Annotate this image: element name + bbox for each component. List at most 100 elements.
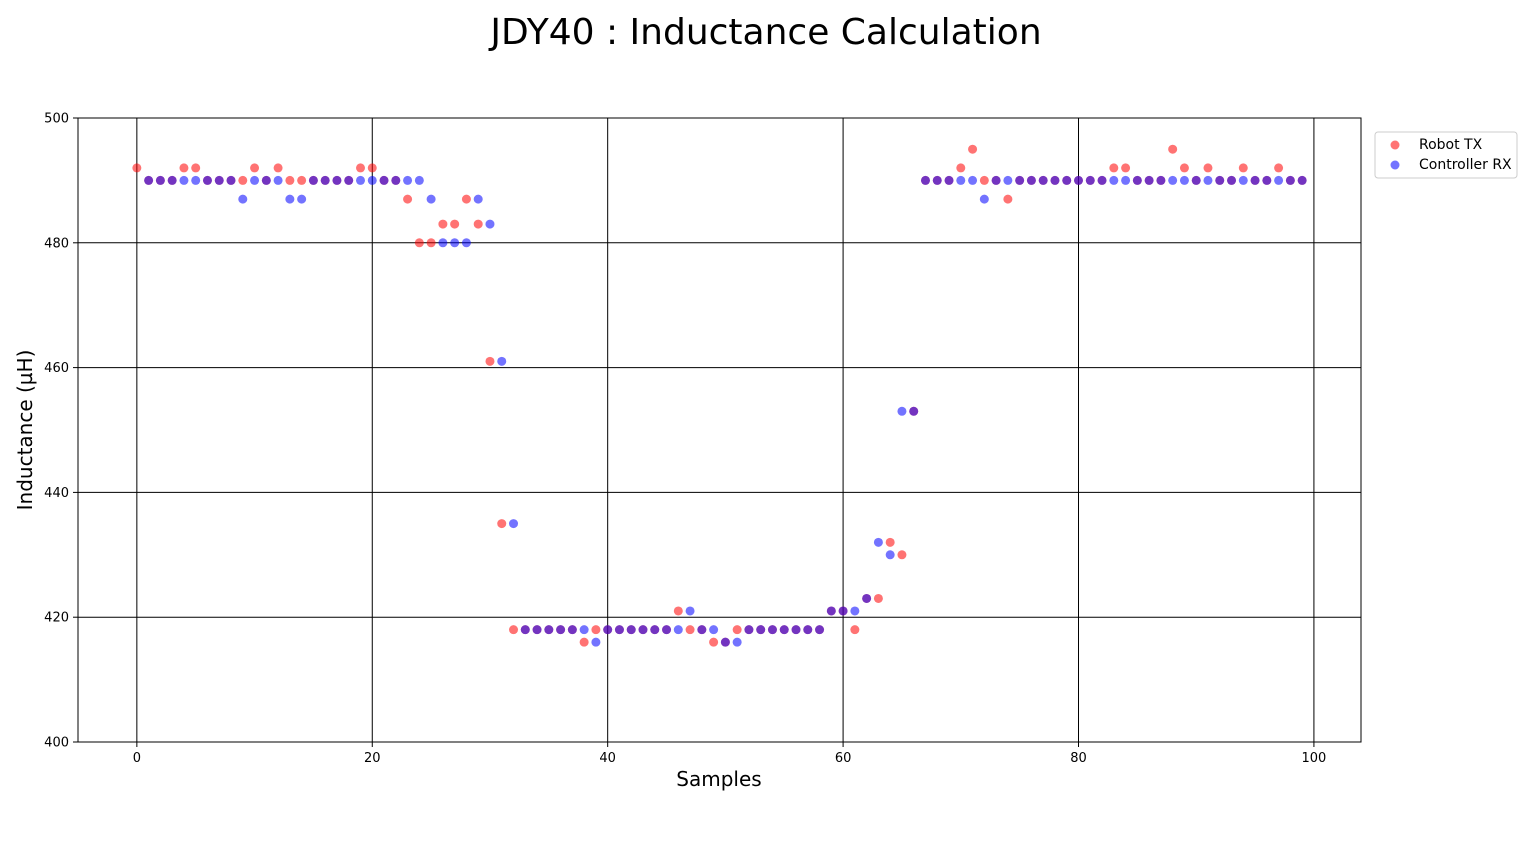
point-controller-rx (650, 625, 660, 635)
point-controller-rx (1085, 175, 1095, 185)
point-robot-tx (685, 625, 695, 635)
point-controller-rx (744, 625, 754, 635)
point-controller-rx (626, 625, 636, 635)
point-controller-rx (238, 194, 248, 204)
plot-frame (77, 117, 1362, 743)
point-controller-rx (1215, 175, 1225, 185)
point-controller-rx (509, 519, 519, 529)
point-controller-rx (1050, 175, 1060, 185)
point-robot-tx (132, 163, 142, 173)
x-tick-label: 40 (599, 751, 616, 766)
point-controller-rx (167, 175, 177, 185)
point-controller-rx (1285, 175, 1295, 185)
x-tick-label: 0 (133, 751, 141, 766)
y-tick-label: 420 (44, 611, 69, 626)
point-controller-rx (1132, 175, 1142, 185)
point-robot-tx (191, 163, 201, 173)
point-controller-rx (815, 625, 825, 635)
point-robot-tx (673, 606, 683, 616)
point-robot-tx (1003, 194, 1013, 204)
point-robot-tx (461, 194, 471, 204)
point-robot-tx (497, 519, 507, 529)
y-tick-label: 500 (44, 112, 69, 127)
point-controller-rx (403, 175, 413, 185)
point-controller-rx (556, 625, 566, 635)
point-controller-rx (367, 175, 377, 185)
point-robot-tx (297, 175, 307, 185)
point-controller-rx (1026, 175, 1036, 185)
point-controller-rx (1227, 175, 1237, 185)
point-controller-rx (261, 175, 271, 185)
point-robot-tx (968, 144, 978, 154)
x-axis-label: Samples (676, 767, 761, 791)
point-controller-rx (873, 537, 883, 547)
point-controller-rx (791, 625, 801, 635)
point-controller-rx (697, 625, 707, 635)
point-controller-rx (1074, 175, 1084, 185)
point-controller-rx (662, 625, 672, 635)
point-controller-rx (532, 625, 542, 635)
point-controller-rx (426, 194, 436, 204)
point-robot-tx (403, 194, 413, 204)
point-robot-tx (956, 163, 966, 173)
point-controller-rx (1297, 175, 1307, 185)
point-controller-rx (273, 175, 283, 185)
point-controller-rx (709, 625, 719, 635)
y-tick-label: 460 (44, 361, 69, 376)
point-controller-rx (756, 625, 766, 635)
axis-ticks: 0 20 40 60 80 100 400 420 440 460 480 500 (44, 112, 1326, 767)
point-controller-rx (355, 175, 365, 185)
point-robot-tx (473, 219, 483, 229)
point-controller-rx (308, 175, 318, 185)
point-controller-rx (1250, 175, 1260, 185)
point-controller-rx (202, 175, 212, 185)
point-robot-tx (250, 163, 260, 173)
point-robot-tx (1168, 144, 1178, 154)
point-controller-rx (1038, 175, 1048, 185)
point-robot-tx (285, 175, 295, 185)
point-controller-rx (214, 175, 224, 185)
point-controller-rx (1097, 175, 1107, 185)
point-controller-rx (1191, 175, 1201, 185)
point-controller-rx (803, 625, 813, 635)
point-controller-rx (391, 175, 401, 185)
point-robot-tx (438, 219, 448, 229)
point-robot-tx (414, 238, 424, 248)
point-controller-rx (1262, 175, 1272, 185)
point-controller-rx (838, 606, 848, 616)
point-robot-tx (850, 625, 860, 635)
point-controller-rx (638, 625, 648, 635)
point-robot-tx (732, 625, 742, 635)
point-controller-rx (485, 219, 495, 229)
point-robot-tx (1274, 163, 1284, 173)
point-controller-rx (473, 194, 483, 204)
point-controller-rx (379, 175, 389, 185)
point-robot-tx (273, 163, 283, 173)
point-controller-rx (438, 238, 448, 248)
point-robot-tx (579, 637, 589, 647)
point-controller-rx (1015, 175, 1025, 185)
x-tick-label: 60 (835, 751, 852, 766)
point-controller-rx (850, 606, 860, 616)
point-robot-tx (1179, 163, 1189, 173)
point-robot-tx (1238, 163, 1248, 173)
point-robot-tx (355, 163, 365, 173)
point-robot-tx (897, 550, 907, 560)
point-robot-tx (1109, 163, 1119, 173)
point-controller-rx (144, 175, 154, 185)
y-tick-label: 400 (44, 736, 69, 751)
point-controller-rx (920, 175, 930, 185)
point-controller-rx (720, 637, 730, 647)
point-controller-rx (1203, 175, 1213, 185)
point-controller-rx (673, 625, 683, 635)
point-robot-tx (179, 163, 189, 173)
point-controller-rx (450, 238, 460, 248)
point-robot-tx (1203, 163, 1213, 173)
point-controller-rx (332, 175, 342, 185)
point-controller-rx (897, 406, 907, 416)
legend: Robot TX Controller RX (1374, 131, 1518, 179)
point-controller-rx (1238, 175, 1248, 185)
legend-label-robot-tx: Robot TX (1419, 137, 1483, 153)
point-robot-tx (591, 625, 601, 635)
